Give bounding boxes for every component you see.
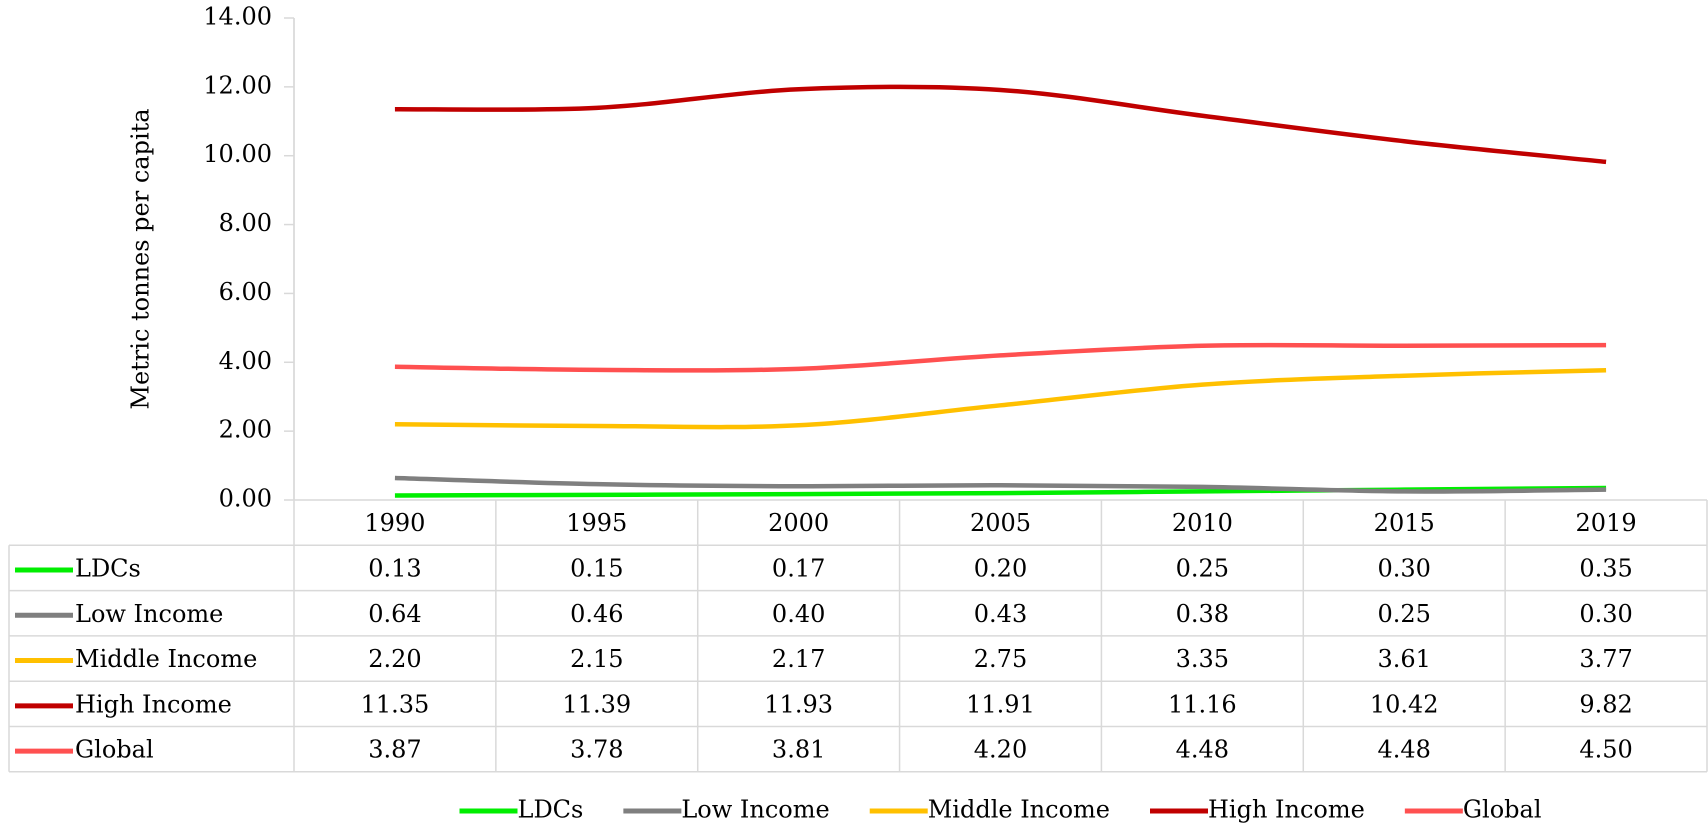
table-cell: 11.93: [764, 690, 833, 718]
table-cell: 10.42: [1370, 690, 1439, 718]
table-cell: 0.25: [1176, 554, 1229, 582]
table-cell: 0.30: [1579, 600, 1632, 628]
table-cell: 3.35: [1176, 645, 1229, 673]
table-cell: 2.17: [772, 645, 825, 673]
table-cell: 0.46: [570, 600, 623, 628]
y-tick-label: 8.00: [219, 209, 272, 237]
y-axis-title: Metric tonnes per capita: [127, 108, 155, 409]
table-row-label: High Income: [75, 690, 232, 718]
table-cell: 0.13: [368, 554, 421, 582]
y-tick-label: 2.00: [219, 416, 272, 444]
table-cell: 4.20: [974, 736, 1027, 764]
table-cell: 0.35: [1579, 554, 1632, 582]
x-tick-label: 2015: [1374, 509, 1435, 537]
table-cell: 4.48: [1377, 736, 1430, 764]
table-cell: 0.38: [1176, 600, 1229, 628]
x-tick-label: 2019: [1576, 509, 1637, 537]
table-cell: 0.17: [772, 554, 825, 582]
table-cell: 3.87: [368, 736, 421, 764]
table-cell: 9.82: [1579, 690, 1632, 718]
table-cell: 0.30: [1377, 554, 1430, 582]
table-cell: 0.20: [974, 554, 1027, 582]
table-cell: 2.15: [570, 645, 623, 673]
x-tick-label: 1995: [566, 509, 627, 537]
y-tick-label: 10.00: [203, 140, 272, 168]
y-tick-label: 6.00: [219, 278, 272, 306]
table-row-label: Low Income: [75, 600, 223, 628]
table-cell: 4.50: [1579, 736, 1632, 764]
data-line: [394, 367, 1607, 430]
table-cell: 11.91: [966, 690, 1035, 718]
table-cell: 11.16: [1168, 690, 1237, 718]
x-tick-label: 2000: [768, 509, 829, 537]
table-row-label: LDCs: [75, 554, 141, 582]
table-cell: 0.15: [570, 554, 623, 582]
table-cell: 2.20: [368, 645, 421, 673]
y-tick-label: 14.00: [203, 3, 272, 31]
data-line: [394, 84, 1607, 165]
table-cell: 0.43: [974, 600, 1027, 628]
data-line: [394, 342, 1607, 373]
y-tick-label: 4.00: [219, 347, 272, 375]
legend-label: High Income: [1208, 796, 1365, 824]
legend-label: Low Income: [681, 796, 829, 824]
table-row-label: Middle Income: [75, 645, 257, 673]
table-cell: 11.35: [361, 690, 430, 718]
table-cell: 0.25: [1377, 600, 1430, 628]
x-tick-label: 2005: [970, 509, 1031, 537]
data-line: [394, 475, 1607, 494]
table-cell: 3.78: [570, 736, 623, 764]
table-cell: 11.39: [562, 690, 631, 718]
x-tick-label: 2010: [1172, 509, 1233, 537]
x-tick-label: 1990: [364, 509, 425, 537]
table-cell: 0.40: [772, 600, 825, 628]
table-cell: 3.81: [772, 736, 825, 764]
table-cell: 4.48: [1176, 736, 1229, 764]
table-cell: 3.61: [1377, 645, 1430, 673]
y-tick-label: 0.00: [219, 485, 272, 513]
table-row-label: Global: [75, 736, 154, 764]
table-cell: 0.64: [368, 600, 421, 628]
y-tick-label: 12.00: [203, 71, 272, 99]
legend-label: Middle Income: [928, 796, 1110, 824]
legend-label: LDCs: [518, 796, 584, 824]
legend: LDCs Low Income Middle Income High Income Gl…: [459, 796, 1542, 824]
table-cell: 2.75: [974, 645, 1027, 673]
legend-label: Global: [1463, 796, 1542, 824]
table-cell: 3.77: [1579, 645, 1632, 673]
